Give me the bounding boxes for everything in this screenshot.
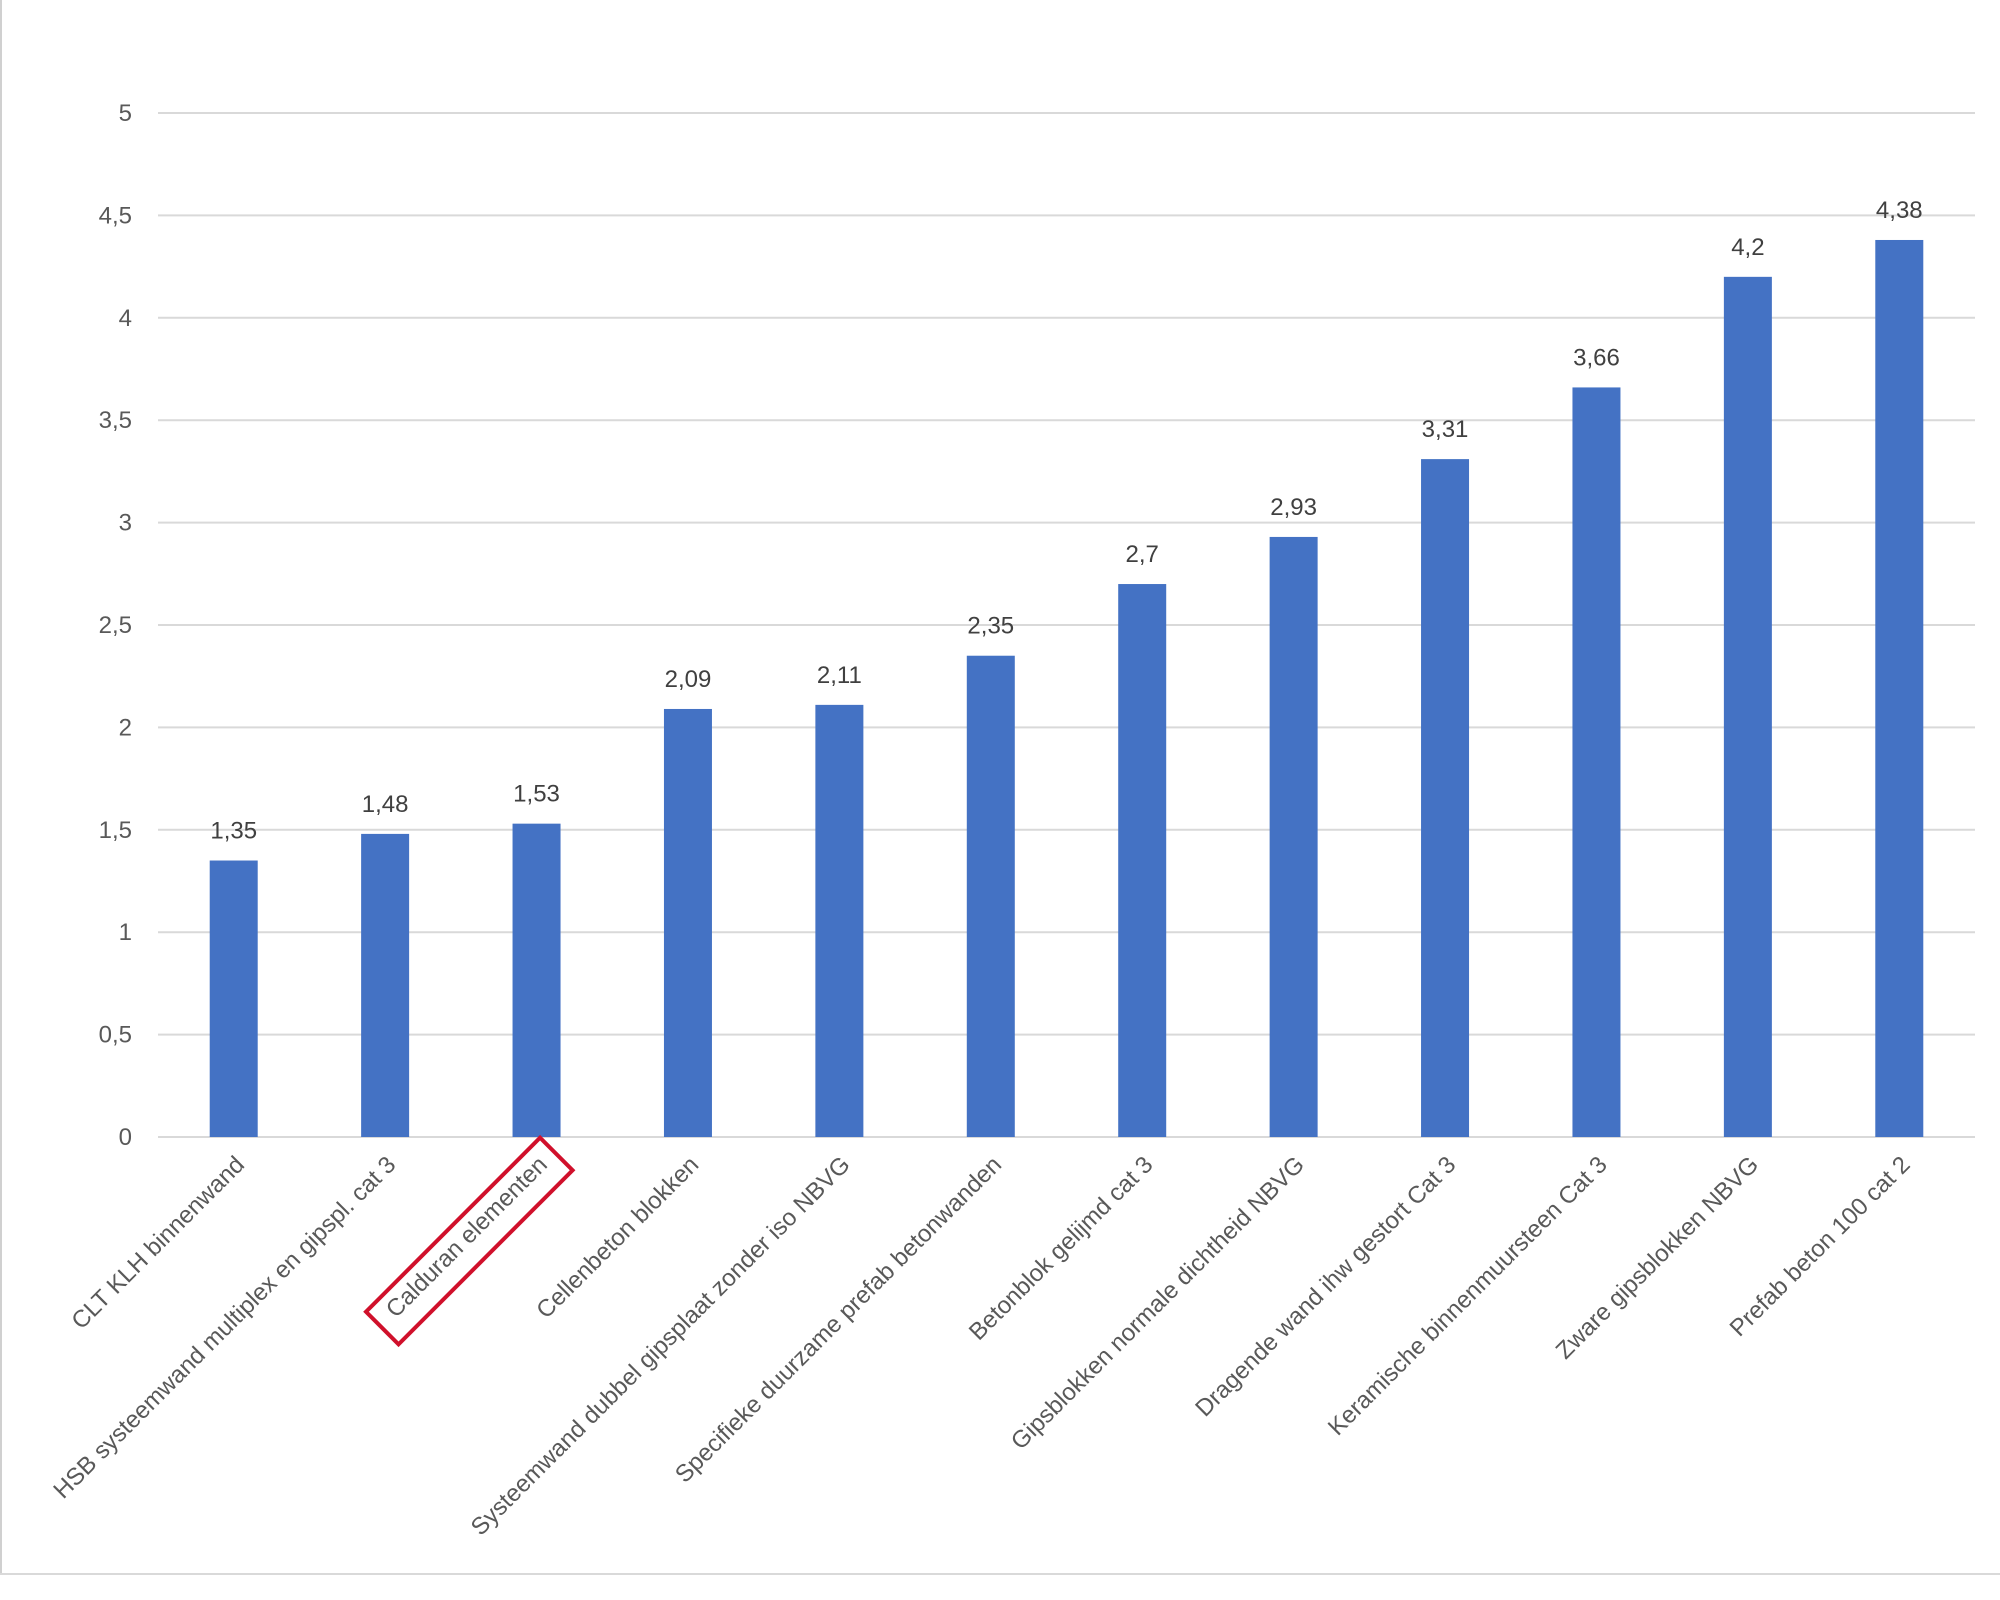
bar [1723, 276, 1772, 1138]
data-label: 2,11 [817, 662, 862, 689]
highlight-annotation [363, 1134, 576, 1348]
data-label: 4,38 [1876, 197, 1923, 224]
y-axis-tick-labels: 0 0,5 1 1,5 2 2,5 3 3,5 4 4,5 5 [99, 100, 132, 1151]
data-label: 3,66 [1573, 344, 1620, 371]
y-tick-label: 3 [119, 510, 132, 537]
category-label: CLT KLH binnenwand [66, 1151, 250, 1335]
bar [1269, 536, 1318, 1137]
bar [663, 708, 712, 1137]
bars [209, 239, 1924, 1138]
data-labels: 1,35 1,48 1,53 2,09 2,11 2,35 2,7 2,93 3,31 3,66 4… [210, 197, 1922, 845]
bar [1572, 387, 1621, 1137]
category-label: Dragende wand ihw gestort Cat 3 [1190, 1151, 1461, 1422]
category-label: HSB systeemwand multiplex en gipspl. cat… [48, 1151, 401, 1504]
bar [815, 704, 864, 1137]
bar [1118, 584, 1167, 1137]
y-tick-label: 2,5 [99, 612, 132, 639]
data-label: 1,53 [513, 781, 560, 808]
category-label: Gipsblokken normale dichtheid NBVG [1006, 1151, 1310, 1455]
bar [361, 833, 410, 1137]
bar [1875, 239, 1924, 1137]
y-tick-label: 1,5 [99, 817, 132, 844]
y-tick-label: 1 [119, 919, 132, 946]
category-label: Keramische binnenmuursteen Cat 3 [1323, 1151, 1613, 1441]
data-label: 1,48 [362, 791, 409, 818]
highlight-box [363, 1134, 576, 1348]
data-label: 2,35 [967, 613, 1014, 640]
left-border-line [0, 0, 2, 1575]
bar [966, 655, 1015, 1137]
y-tick-label: 2 [119, 714, 132, 741]
y-tick-label: 0 [119, 1124, 132, 1151]
data-label: 2,7 [1126, 541, 1159, 568]
data-label: 2,09 [665, 666, 712, 693]
category-label: Calduran elementen [381, 1151, 553, 1323]
category-label: Cellenbeton blokken [531, 1151, 704, 1324]
y-tick-label: 0,5 [99, 1022, 132, 1049]
y-tick-label: 5 [119, 100, 132, 127]
bar [512, 823, 561, 1137]
bar [1421, 459, 1470, 1137]
data-label: 3,31 [1422, 416, 1469, 443]
gridlines [158, 112, 1975, 1138]
bar [209, 860, 258, 1137]
data-label: 1,35 [210, 818, 257, 845]
bottom-border-line [0, 1573, 2000, 1575]
y-tick-label: 4 [119, 305, 132, 332]
data-label: 2,93 [1270, 494, 1317, 521]
y-tick-label: 4,5 [99, 202, 132, 229]
y-tick-label: 3,5 [99, 407, 132, 434]
data-label: 4,2 [1731, 234, 1764, 261]
category-label: Specifieke duurzame prefab betonwanden [670, 1151, 1007, 1488]
